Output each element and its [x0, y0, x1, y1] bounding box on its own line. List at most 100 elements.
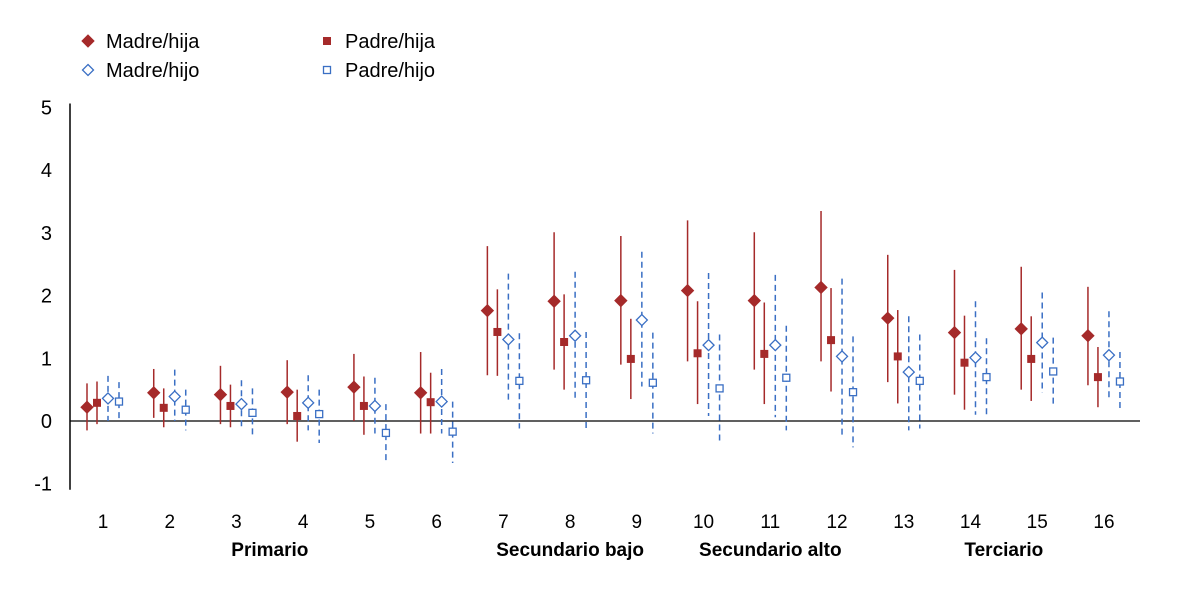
x-tick-label: 5	[365, 512, 376, 533]
data-point	[381, 428, 391, 438]
data-point	[368, 399, 382, 413]
data-point	[226, 401, 235, 410]
y-tick-label: 1	[41, 348, 52, 370]
data-point	[315, 409, 324, 419]
data-point	[280, 385, 294, 399]
data-point	[347, 380, 361, 394]
legend-label: Padre/hija	[345, 31, 436, 53]
data-point	[760, 349, 769, 358]
legend-marker	[81, 34, 95, 48]
x-tick-label: 16	[1093, 512, 1114, 533]
data-point	[1035, 336, 1049, 350]
data-point	[80, 400, 94, 414]
data-point	[159, 403, 168, 412]
data-point	[1115, 377, 1125, 386]
series-padre-hijo	[114, 325, 1125, 464]
x-tick-label: 15	[1027, 512, 1048, 533]
data-point	[293, 411, 302, 420]
legend-item: Madre/hija	[81, 31, 200, 53]
data-point	[902, 365, 916, 379]
data-point	[93, 398, 101, 407]
legend-item: Madre/hijo	[81, 60, 199, 82]
x-tick-label: 13	[893, 512, 914, 533]
y-tick-label: 3	[41, 223, 52, 245]
data-point	[493, 327, 502, 336]
x-tick-label: 8	[565, 512, 576, 533]
data-point	[635, 313, 649, 327]
data-point	[881, 311, 895, 325]
data-point	[702, 338, 715, 352]
data-point	[301, 396, 315, 410]
data-point	[435, 395, 449, 408]
data-point	[1081, 329, 1095, 343]
legend-marker	[322, 65, 332, 75]
x-tick-label: 3	[231, 512, 242, 533]
data-point	[680, 283, 695, 298]
x-tick-label: 1	[98, 512, 109, 533]
x-tick-label: 7	[498, 512, 509, 533]
x-tick-label: 2	[164, 512, 175, 533]
data-point	[480, 303, 495, 318]
data-point	[168, 390, 182, 403]
data-point	[359, 401, 368, 410]
data-point	[614, 293, 628, 308]
data-point	[1093, 373, 1102, 382]
x-tick-label: 11	[760, 512, 780, 533]
x-tick-label: 14	[960, 512, 982, 533]
series-layer	[80, 210, 1125, 464]
y-tick-label: 0	[41, 411, 52, 433]
group-label: Terciario	[964, 540, 1043, 561]
data-point	[1049, 367, 1058, 376]
legend: Madre/hija Padre/hija Madre/hijo Padre/hijo	[81, 31, 436, 82]
group-label: Secundario bajo	[496, 540, 644, 561]
data-point	[715, 384, 724, 393]
x-tick-label: 10	[693, 512, 714, 533]
group-label: Primario	[231, 540, 308, 561]
data-point	[768, 338, 782, 352]
x-tick-label: 4	[298, 512, 309, 533]
data-point	[181, 405, 190, 414]
data-point	[835, 349, 849, 363]
y-tick-label: 2	[41, 286, 52, 308]
data-point	[235, 397, 248, 411]
y-tick-label: 4	[41, 160, 52, 182]
data-point	[947, 325, 962, 340]
data-point	[147, 386, 161, 400]
data-point	[960, 358, 969, 367]
data-point	[848, 388, 858, 397]
data-point	[581, 376, 591, 385]
legend-marker	[323, 37, 331, 45]
data-point	[560, 337, 569, 346]
data-point	[426, 398, 435, 407]
data-point	[515, 376, 524, 386]
data-point	[1014, 322, 1028, 336]
x-tick-label: 12	[826, 512, 847, 533]
data-point	[969, 351, 982, 365]
data-point	[213, 387, 228, 402]
data-point	[693, 349, 702, 358]
data-point	[648, 378, 657, 387]
legend-label: Madre/hija	[106, 31, 200, 53]
data-point	[413, 386, 428, 400]
data-point	[827, 336, 836, 345]
data-point	[626, 354, 635, 363]
data-point	[1102, 348, 1116, 362]
data-point	[568, 329, 582, 343]
series-madre-hijo	[101, 251, 1116, 435]
data-point	[982, 372, 991, 382]
y-tick-label: -1	[34, 474, 52, 496]
data-point	[747, 293, 762, 308]
series-madre-hija	[80, 210, 1095, 434]
data-point	[1027, 354, 1036, 363]
group-label: Secundario alto	[699, 540, 842, 561]
legend-label: Padre/hijo	[345, 60, 435, 82]
legend-label: Madre/hijo	[106, 60, 199, 82]
legend-item: Padre/hija	[323, 31, 436, 53]
legend-item: Padre/hijo	[322, 60, 435, 82]
x-tick-label: 6	[431, 512, 442, 533]
y-tick-label: 5	[41, 98, 52, 120]
data-point	[101, 392, 115, 405]
data-point	[114, 397, 124, 406]
data-point	[814, 280, 828, 295]
